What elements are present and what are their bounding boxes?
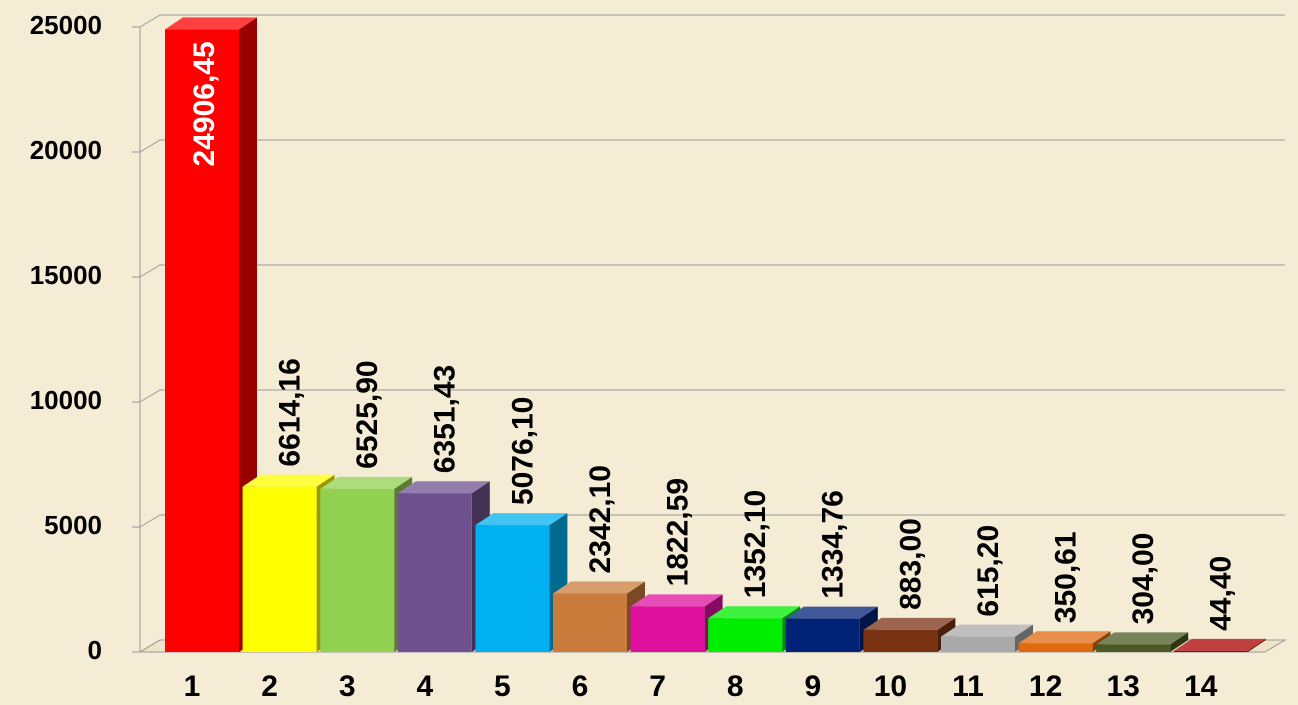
grid-line [139, 139, 1285, 153]
bar [553, 593, 627, 652]
bar-top [1096, 632, 1189, 645]
x-tick-label: 8 [727, 670, 744, 703]
bar [941, 636, 1015, 652]
bar-top [397, 481, 490, 494]
x-tick-label: 9 [804, 670, 821, 703]
x-tick-label: 11 [952, 670, 984, 703]
y-tick-label: 15000 [30, 260, 102, 290]
grid-line [139, 264, 1285, 278]
bar-top [785, 606, 878, 619]
y-tick-label: 25000 [30, 10, 102, 40]
value-label: 304,00 [1127, 533, 1160, 625]
value-label: 44,40 [1205, 556, 1238, 631]
bar-top [630, 594, 723, 607]
x-tick-label: 7 [649, 670, 666, 703]
bar-top [941, 624, 1033, 637]
x-tick-label: 6 [572, 670, 589, 703]
y-tick-label: 10000 [30, 385, 102, 415]
bar [165, 29, 239, 653]
x-tick-label: 4 [416, 670, 433, 703]
value-label: 350,61 [1050, 531, 1083, 623]
value-label: 615,20 [972, 525, 1005, 617]
grid-line [139, 514, 1285, 528]
x-tick-label: 1 [184, 670, 201, 703]
y-tick-label: 0 [88, 635, 102, 665]
value-label: 2342,10 [584, 465, 617, 573]
value-label: 1334,76 [817, 490, 850, 598]
bar [1173, 650, 1248, 652]
y-tick-label: 5000 [44, 510, 102, 540]
bar-top [1018, 631, 1111, 644]
bar-top [475, 513, 568, 526]
x-tick-label: 12 [1029, 670, 1062, 703]
bar-top [708, 606, 801, 619]
x-tick-label: 10 [874, 670, 907, 703]
grid-line [139, 389, 1285, 403]
value-label: 6525,90 [351, 360, 384, 468]
x-tick-label: 5 [494, 670, 511, 703]
bar [630, 606, 705, 652]
x-tick-label: 13 [1107, 670, 1140, 703]
bar-side [1247, 638, 1266, 652]
bar-top [863, 617, 956, 630]
value-label: 883,00 [894, 518, 927, 610]
value-label: 1822,59 [662, 478, 695, 586]
bar [1096, 644, 1171, 652]
value-label: 6351,43 [429, 365, 462, 473]
bar-top [553, 581, 645, 594]
bar [242, 486, 317, 652]
bar-top [1173, 638, 1266, 651]
bar [708, 618, 783, 652]
bar [397, 493, 472, 652]
bar-top [320, 476, 413, 489]
bar [1018, 643, 1093, 652]
grid-line [139, 14, 1285, 28]
value-label: 5076,10 [506, 397, 539, 505]
bar-top [242, 474, 335, 487]
y-tick-label: 20000 [30, 135, 102, 165]
bar [320, 488, 395, 652]
x-tick-label: 14 [1184, 670, 1218, 703]
x-tick-label: 3 [339, 670, 356, 703]
bar [863, 629, 938, 652]
bar-side [1170, 632, 1189, 652]
bar [475, 525, 550, 652]
value-label: 24906,45 [188, 41, 221, 166]
x-tick-label: 2 [261, 670, 278, 703]
bar [785, 618, 860, 652]
bar-top [165, 17, 257, 30]
value-label: 1352,10 [739, 490, 772, 598]
value-label: 6614,16 [274, 358, 307, 466]
